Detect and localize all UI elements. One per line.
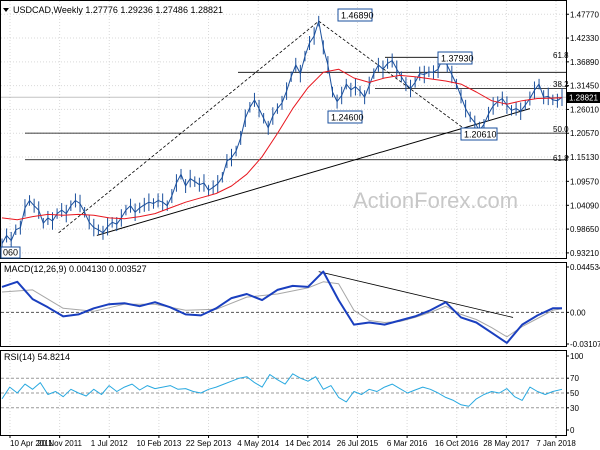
y-tick-label: 1.31450 xyxy=(570,82,599,91)
x-tick-label: 10 Feb 2013 xyxy=(136,439,181,448)
y-tick-label: 1.15130 xyxy=(570,153,599,162)
y-tick-label: 1.20570 xyxy=(570,129,599,138)
rsi-axis: 100 70 50 30 0 xyxy=(566,352,584,435)
y-tick-label: -0.031072 xyxy=(570,340,600,349)
high-label-text: 1.37930 xyxy=(441,54,474,64)
y-tick-label: 0.98650 xyxy=(570,225,599,234)
low-label-2: 1.20610 xyxy=(460,127,498,141)
dropdown-triangle-icon[interactable] xyxy=(3,8,9,12)
fib-label-38.2: 38.2 xyxy=(553,80,569,89)
rsi-line xyxy=(1,373,563,407)
peak-label: 1.46890 xyxy=(337,8,374,22)
y-tick-label: 0.00 xyxy=(570,308,586,317)
dashed-retrace-line xyxy=(318,20,471,134)
last-price-text: 1.28821 xyxy=(569,94,598,103)
price-axis: 1.47770 1.42330 1.36890 1.31450 1.26010 1.205… xyxy=(566,10,599,258)
start-label-text: 060 xyxy=(3,248,18,258)
x-tick-label: 20 Nov 2011 xyxy=(37,439,82,448)
y-tick-label: 0.93210 xyxy=(570,249,599,258)
peak-label-text: 1.46890 xyxy=(341,11,374,21)
rising-trendline xyxy=(96,108,531,236)
y-tick-label: 1.36890 xyxy=(570,58,599,67)
macd-panel xyxy=(0,262,567,347)
y-tick-label: 1.04090 xyxy=(570,201,599,210)
y-tick-label: 30 xyxy=(570,404,579,413)
y-tick-label: 1.47770 xyxy=(570,10,599,19)
macd-label: MACD(12,26,9) 0.004130 0.003527 xyxy=(4,264,147,274)
y-tick-label: 1.26010 xyxy=(570,105,599,114)
x-tick-label: 22 Sep 2013 xyxy=(186,439,232,448)
macd-signal-line xyxy=(1,281,563,338)
x-tick-label: 26 Jul 2015 xyxy=(337,439,379,448)
y-tick-label: 100 xyxy=(570,352,584,361)
x-tick-label: 6 Mar 2016 xyxy=(387,439,428,448)
fib-label-61.8-upper: 61.8 xyxy=(553,51,569,60)
watermark: ActionForex.com xyxy=(353,188,518,213)
high-label: 1.37930 xyxy=(437,51,474,65)
x-tick-label: 16 Oct 2016 xyxy=(435,439,479,448)
y-tick-label: 70 xyxy=(570,374,579,383)
price-line xyxy=(1,20,563,245)
y-tick-label: 0.044534 xyxy=(570,263,600,272)
low-label-2-text: 1.20610 xyxy=(464,130,497,140)
low-label-1-text: 1.24600 xyxy=(331,113,364,123)
x-tick-label: 1 Jul 2012 xyxy=(91,439,128,448)
fib-label-50.0: 50.0 xyxy=(553,125,569,134)
fib-label-61.8-lower: 61.8 xyxy=(553,154,569,163)
y-tick-label: 50 xyxy=(570,389,579,398)
macd-trendline xyxy=(318,271,514,318)
moving-average-line xyxy=(1,68,563,221)
x-tick-label: 28 May 2017 xyxy=(483,439,530,448)
x-tick-label: 14 Dec 2014 xyxy=(285,439,331,448)
x-tick-label: 4 May 2014 xyxy=(237,439,279,448)
low-label-1: 1.24600 xyxy=(327,110,364,124)
macd-line xyxy=(1,270,562,344)
series-layer xyxy=(1,15,563,407)
y-tick-label: 0 xyxy=(570,426,575,435)
y-tick-label: 1.42330 xyxy=(570,34,599,43)
y-tick-label: 1.09570 xyxy=(570,177,599,186)
trend-lines xyxy=(58,20,531,318)
x-tick-label: 10 Apr 2011 xyxy=(10,439,53,448)
start-label: 060 xyxy=(0,246,21,259)
symbol-info: USDCAD,Weekly 1.27776 1.29236 1.27486 1.… xyxy=(13,5,223,15)
x-tick-label: 7 Jan 2018 xyxy=(536,439,576,448)
macd-axis: 0.044534 0.00 -0.031072 xyxy=(566,263,600,349)
dashed-channel-line xyxy=(58,20,319,234)
rsi-label: RSI(14) 54.8214 xyxy=(4,352,70,362)
last-price-badge: 1.28821 xyxy=(567,92,600,103)
